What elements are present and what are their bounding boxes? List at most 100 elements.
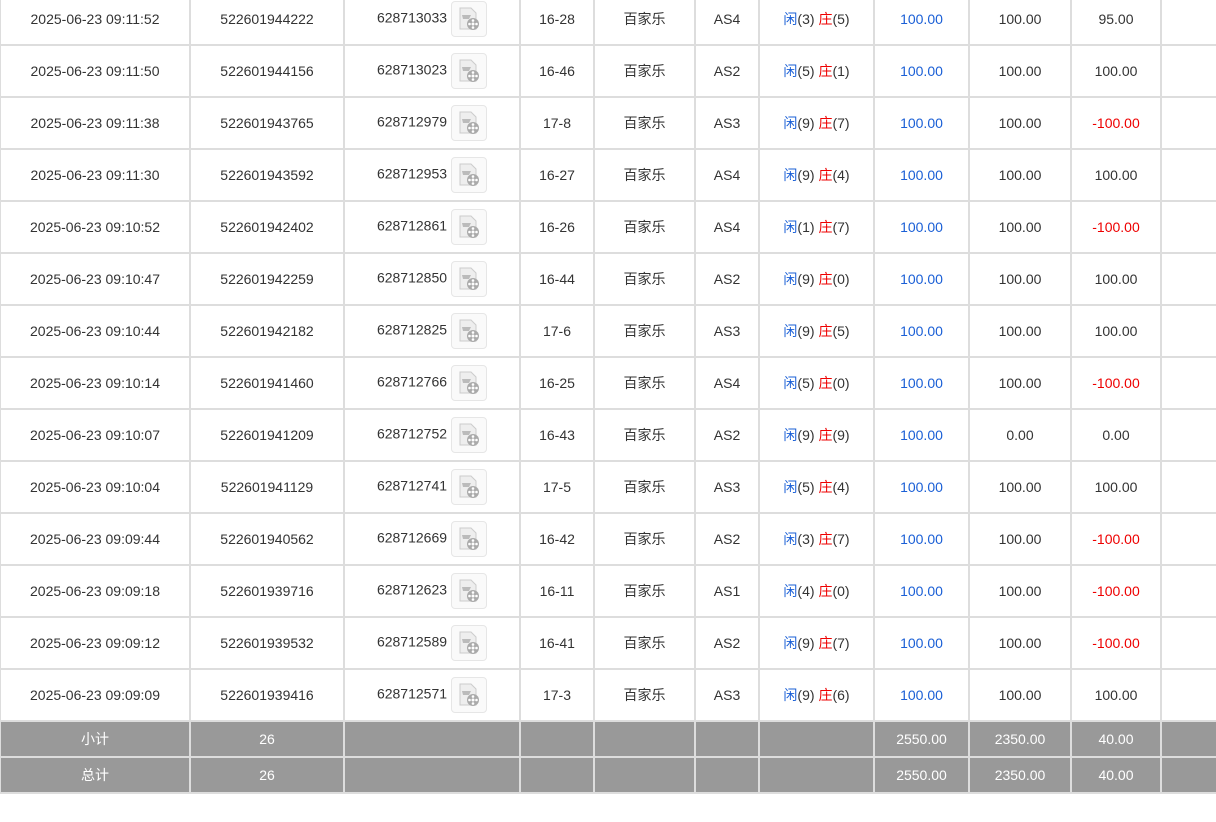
round-id-cell: 628713023 [343, 44, 521, 98]
player-label: 闲 [783, 323, 798, 339]
bet-time: 2025-06-23 09:09:44 [0, 512, 191, 566]
table-row: 2025-06-23 09:10:07 522601941209 6287127… [0, 408, 1216, 462]
valid-bet: 100.00 [968, 44, 1072, 98]
result-cell: 闲(9) 庄(7) [758, 616, 875, 670]
bet-time: 2025-06-23 09:09:18 [0, 564, 191, 618]
video-replay-icon[interactable] [451, 625, 488, 661]
result-cell: 闲(5) 庄(0) [758, 356, 875, 410]
video-replay-icon[interactable] [451, 417, 488, 453]
game-type: 百家乐 [593, 564, 696, 618]
bet-id: 522601942259 [189, 252, 345, 306]
player-points: 9 [802, 687, 810, 703]
result-cell: 闲(4) 庄(0) [758, 564, 875, 618]
banker-label: 庄 [818, 219, 833, 235]
table-id: AS2 [694, 616, 760, 670]
banker-label: 庄 [818, 531, 833, 547]
empty-cell [1160, 408, 1216, 462]
banker-points: 5 [837, 323, 845, 339]
round-id: 628712752 [376, 425, 448, 442]
win-loss: -100.00 [1070, 616, 1162, 670]
video-replay-icon[interactable] [451, 1, 488, 37]
player-points: 1 [802, 219, 810, 235]
bet-time: 2025-06-23 09:10:47 [0, 252, 191, 306]
total-count: 26 [189, 756, 345, 794]
player-points: 9 [802, 635, 810, 651]
round-id-cell: 628712741 [343, 460, 521, 514]
video-replay-icon[interactable] [451, 573, 488, 609]
round-id: 628712979 [376, 113, 448, 130]
player-points: 9 [802, 323, 810, 339]
bet-id: 522601944222 [189, 0, 345, 46]
video-replay-icon[interactable] [451, 157, 488, 193]
bet-time: 2025-06-23 09:10:52 [0, 200, 191, 254]
table-row: 2025-06-23 09:09:44 522601940562 6287126… [0, 512, 1216, 566]
round-id-cell: 628712825 [343, 304, 521, 358]
bet-amount: 100.00 [873, 252, 970, 306]
shoe-round: 16-43 [519, 408, 595, 462]
empty-cell [1160, 200, 1216, 254]
round-id-cell: 628713033 [343, 0, 521, 46]
win-loss: 0.00 [1070, 408, 1162, 462]
banker-label: 庄 [818, 375, 833, 391]
player-points: 9 [802, 115, 810, 131]
video-replay-icon[interactable] [451, 53, 488, 89]
game-type: 百家乐 [593, 252, 696, 306]
empty-cell [1160, 0, 1216, 46]
table-id: AS2 [694, 512, 760, 566]
result-cell: 闲(3) 庄(7) [758, 512, 875, 566]
banker-label: 庄 [818, 167, 833, 183]
round-id: 628712623 [376, 581, 448, 598]
banker-points: 0 [837, 375, 845, 391]
bet-time: 2025-06-23 09:10:04 [0, 460, 191, 514]
table-id: AS2 [694, 252, 760, 306]
player-label: 闲 [783, 11, 798, 27]
banker-label: 庄 [818, 63, 833, 79]
player-points: 5 [802, 63, 810, 79]
empty-cell [1160, 96, 1216, 150]
banker-points: 6 [837, 687, 845, 703]
game-type: 百家乐 [593, 408, 696, 462]
round-id: 628712825 [376, 321, 448, 338]
video-replay-icon[interactable] [451, 521, 488, 557]
player-points: 3 [802, 11, 810, 27]
table-row: 2025-06-23 09:09:12 522601939532 6287125… [0, 616, 1216, 670]
round-id: 628712850 [376, 269, 448, 286]
bet-amount: 100.00 [873, 148, 970, 202]
round-id-cell: 628712766 [343, 356, 521, 410]
player-label: 闲 [783, 531, 798, 547]
player-label: 闲 [783, 583, 798, 599]
win-loss: 100.00 [1070, 44, 1162, 98]
video-replay-icon[interactable] [451, 105, 488, 141]
bet-id: 522601941209 [189, 408, 345, 462]
video-replay-icon[interactable] [451, 469, 488, 505]
table-row: 2025-06-23 09:11:52 522601944222 6287130… [0, 0, 1216, 46]
table-row: 2025-06-23 09:11:50 522601944156 6287130… [0, 44, 1216, 98]
video-replay-icon[interactable] [451, 261, 488, 297]
result-cell: 闲(5) 庄(1) [758, 44, 875, 98]
game-type: 百家乐 [593, 616, 696, 670]
banker-label: 庄 [818, 323, 833, 339]
video-replay-icon[interactable] [451, 677, 488, 713]
video-replay-icon[interactable] [451, 313, 488, 349]
banker-points: 4 [837, 479, 845, 495]
game-type: 百家乐 [593, 148, 696, 202]
bet-amount: 100.00 [873, 668, 970, 722]
player-label: 闲 [783, 63, 798, 79]
round-id-cell: 628712589 [343, 616, 521, 670]
game-type: 百家乐 [593, 668, 696, 722]
round-id-cell: 628712953 [343, 148, 521, 202]
result-cell: 闲(3) 庄(5) [758, 0, 875, 46]
video-replay-icon[interactable] [451, 209, 488, 245]
bet-time: 2025-06-23 09:11:38 [0, 96, 191, 150]
player-points: 9 [802, 167, 810, 183]
empty-cell [1160, 616, 1216, 670]
bet-time: 2025-06-23 09:09:12 [0, 616, 191, 670]
win-loss: 100.00 [1070, 668, 1162, 722]
round-id: 628712741 [376, 477, 448, 494]
table-row: 2025-06-23 09:10:52 522601942402 6287128… [0, 200, 1216, 254]
shoe-round: 17-3 [519, 668, 595, 722]
video-replay-icon[interactable] [451, 365, 488, 401]
round-id-cell: 628712979 [343, 96, 521, 150]
shoe-round: 16-46 [519, 44, 595, 98]
bet-id: 522601941460 [189, 356, 345, 410]
